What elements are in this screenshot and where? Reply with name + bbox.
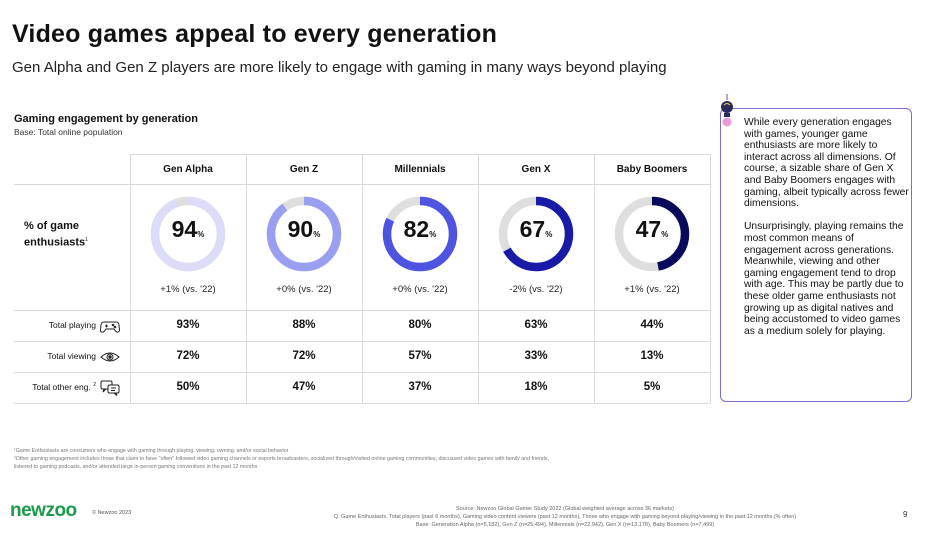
gamepad-icon: [100, 318, 120, 334]
page-number: 9: [903, 510, 908, 519]
generation-header: Millennials: [394, 164, 446, 175]
enthusiasts-row-label: % of game enthusiasts1: [24, 219, 88, 250]
donut-arc: [382, 196, 458, 272]
grid-horizontal-line: [14, 310, 710, 311]
engagement-table: % of game enthusiasts1 Gen Alpha Gen Z Mill…: [14, 154, 711, 404]
donut-arc: [150, 196, 226, 272]
enthusiast-donut: 47%: [594, 189, 710, 279]
percent-sign: %: [545, 230, 553, 239]
donut-arc: [614, 196, 690, 272]
donut-chart: [382, 196, 458, 272]
donut-arc: [498, 196, 574, 272]
metric-value: 72%: [176, 349, 200, 362]
generation-header: Baby Boomers: [616, 164, 688, 175]
metric-footnote-mark: 2: [93, 381, 96, 388]
enthusiast-donut: 90%: [246, 189, 362, 279]
footnote-2: ²Other gaming engagement includes those …: [14, 456, 549, 470]
enthusiast-value: 82%: [403, 216, 437, 242]
newzoo-logo: newzoo: [10, 500, 77, 521]
grid-top-line: [130, 154, 710, 155]
grid-vertical-line: [478, 154, 479, 403]
enthusiast-donut: 67%: [478, 189, 594, 279]
metric-row-label: Total viewing: [14, 351, 126, 361]
source-note: Source: Newzoo Global Gamer Study 2022 (…: [230, 505, 900, 529]
metric-value: 63%: [524, 318, 548, 331]
copyright: © Newzoo 2023: [92, 510, 132, 516]
metric-row-label: Total playing: [14, 320, 126, 330]
generation-header: Gen X: [521, 164, 551, 175]
eye-icon: [100, 349, 120, 365]
grid-horizontal-line: [14, 403, 710, 404]
lightbulb-icon: [717, 94, 737, 130]
metric-value: 88%: [292, 318, 316, 331]
metric-row-label: Total other eng. 2: [14, 382, 126, 392]
yoy-change: +0% (vs. '22): [392, 284, 448, 295]
page-subtitle: Gen Alpha and Gen Z players are more lik…: [12, 59, 667, 76]
generation-header: Gen Z: [289, 164, 319, 175]
section-base: Base: Total online population: [14, 127, 123, 137]
donut-chart: [498, 196, 574, 272]
enthusiast-value: 94%: [171, 216, 205, 242]
source-line-1: Source: Newzoo Global Gamer Study 2022 (…: [456, 506, 674, 512]
source-line-3: Base: Generation Alpha (n=5,182), Gen Z …: [415, 522, 715, 528]
grid-vertical-line: [246, 154, 247, 403]
metric-value: 33%: [524, 349, 548, 362]
page-title: Video games appeal to every generation: [12, 20, 498, 48]
metric-label-text: Total other eng.: [32, 381, 91, 392]
source-line-2: Q. Game Enthusiasts, Total players (past…: [333, 514, 797, 520]
metric-value: 37%: [408, 380, 432, 393]
metric-value: 13%: [640, 349, 664, 362]
percent-sign: %: [197, 230, 205, 239]
donut-chart: [266, 196, 342, 272]
enthusiasts-label-text: % of game enthusiasts: [24, 220, 86, 249]
insight-box: While every generation engages with game…: [720, 108, 912, 402]
enthusiast-donut: 82%: [362, 189, 478, 279]
metric-value: 72%: [292, 349, 316, 362]
chat-icon: [100, 380, 120, 396]
yoy-change: +1% (vs. '22): [624, 284, 680, 295]
grid-vertical-line: [710, 154, 711, 403]
enthusiasts-footnote-mark: 1: [85, 237, 88, 243]
metric-value: 18%: [524, 380, 548, 393]
grid-horizontal-line: [14, 184, 710, 185]
enthusiast-value: 67%: [519, 216, 553, 242]
metric-value: 44%: [640, 318, 664, 331]
grid-vertical-line: [594, 154, 595, 403]
enthusiast-value: 47%: [635, 216, 669, 242]
yoy-change: +1% (vs. '22): [160, 284, 216, 295]
donut-chart: [614, 196, 690, 272]
footnotes: ¹Game Enthusiasts are consumers who enga…: [14, 447, 554, 471]
metric-label-text: Total playing: [48, 319, 96, 330]
percent-sign: %: [661, 230, 669, 239]
grid-vertical-line: [130, 154, 131, 403]
insight-text: While every generation engages with game…: [744, 117, 909, 337]
footnote-1: ¹Game Enthusiasts are consumers who enga…: [14, 448, 289, 454]
percent-sign: %: [313, 230, 321, 239]
grid-horizontal-line: [14, 372, 710, 373]
metric-value: 57%: [408, 349, 432, 362]
enthusiast-value: 90%: [287, 216, 321, 242]
donut-arc: [266, 196, 342, 272]
metric-value: 93%: [176, 318, 200, 331]
donut-chart: [150, 196, 226, 272]
yoy-change: -2% (vs. '22): [509, 284, 563, 295]
percent-sign: %: [429, 230, 437, 239]
grid-horizontal-line: [14, 341, 710, 342]
enthusiast-donut: 94%: [130, 189, 246, 279]
generation-header: Gen Alpha: [163, 164, 213, 175]
metric-label-text: Total viewing: [47, 350, 96, 361]
metric-value: 5%: [643, 380, 661, 393]
metric-value: 80%: [408, 318, 432, 331]
yoy-change: +0% (vs. '22): [276, 284, 332, 295]
metric-value: 50%: [176, 380, 200, 393]
metric-value: 47%: [292, 380, 316, 393]
grid-vertical-line: [362, 154, 363, 403]
section-title: Gaming engagement by generation: [14, 113, 198, 125]
